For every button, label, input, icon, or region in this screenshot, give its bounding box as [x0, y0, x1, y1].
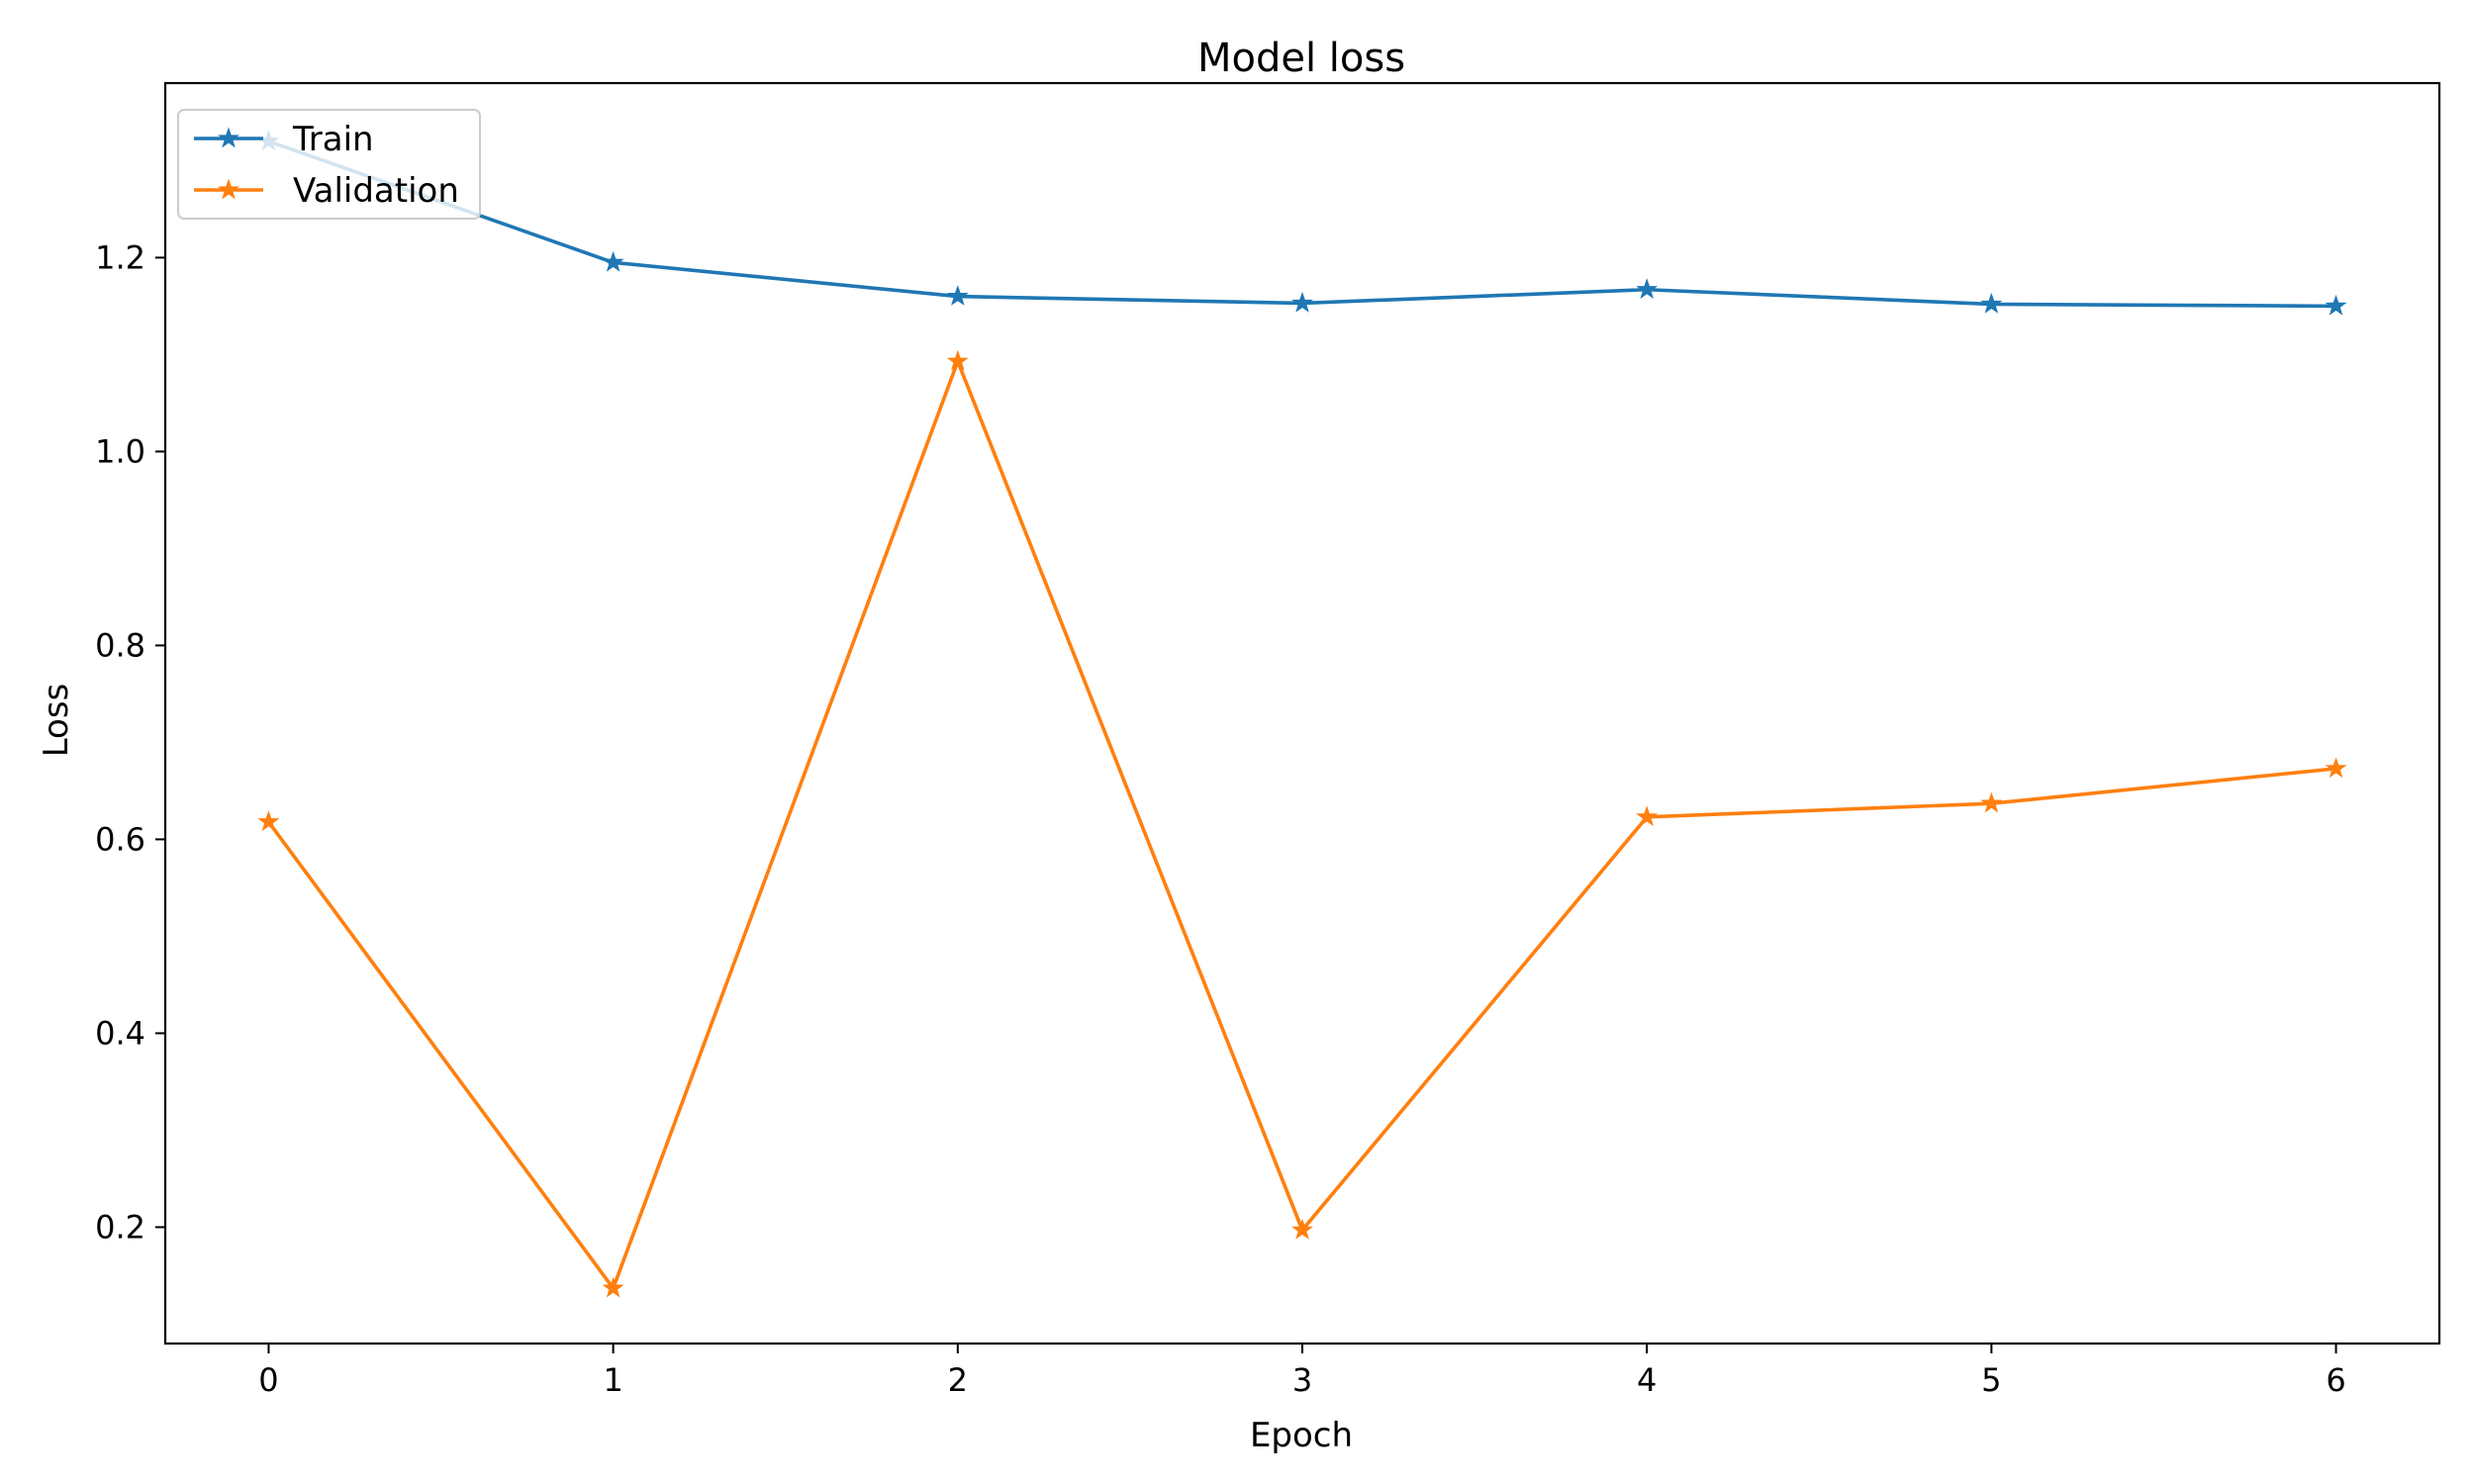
- data-point-validation: [257, 810, 280, 832]
- y-tick-label: 0.6: [95, 820, 145, 858]
- data-point-validation: [1636, 805, 1659, 827]
- data-point-train: [1636, 278, 1659, 300]
- x-tick-label: 1: [603, 1361, 622, 1399]
- data-point-validation: [946, 349, 969, 371]
- y-tick-label: 0.8: [95, 626, 145, 664]
- data-point-train: [602, 250, 624, 272]
- series-layer: [257, 130, 2347, 1298]
- data-point-train: [1291, 291, 1313, 313]
- x-tick-label: 6: [2326, 1361, 2345, 1399]
- legend-marker-validation: [218, 178, 239, 200]
- plot-frame: [163, 81, 2441, 1345]
- y-tick-label: 0.4: [95, 1014, 145, 1052]
- data-point-validation: [1980, 791, 2003, 813]
- chart-title: Model loss: [1197, 36, 1405, 81]
- legend-label-validation: Validation: [293, 171, 459, 211]
- x-tick-label: 5: [1981, 1361, 2001, 1399]
- legend-label-train: Train: [292, 120, 374, 159]
- legend: Train Validation: [177, 109, 481, 220]
- y-tick-label: 0.2: [95, 1208, 145, 1246]
- y-tick-label: 1.0: [95, 432, 145, 470]
- data-point-train: [946, 285, 969, 306]
- legend-marker-train: [218, 127, 239, 148]
- y-tick-label: 1.2: [95, 238, 145, 276]
- data-point-train: [1980, 292, 2003, 314]
- x-tick-label: 2: [948, 1361, 968, 1399]
- ticks-layer: 0 1 2 3 4 5 6 0.2 0.4 0.6 0.8 1.0 1.2: [95, 238, 2346, 1399]
- y-axis-title: Loss: [37, 684, 76, 758]
- data-point-validation: [602, 1276, 624, 1298]
- x-tick-label: 0: [258, 1361, 278, 1399]
- x-tick-label: 3: [1292, 1361, 1312, 1399]
- data-point-validation: [1291, 1218, 1313, 1240]
- data-point-validation: [2325, 757, 2347, 779]
- data-point-train: [2325, 294, 2347, 316]
- x-axis-title: Epoch: [1250, 1416, 1353, 1455]
- x-tick-label: 4: [1637, 1361, 1657, 1399]
